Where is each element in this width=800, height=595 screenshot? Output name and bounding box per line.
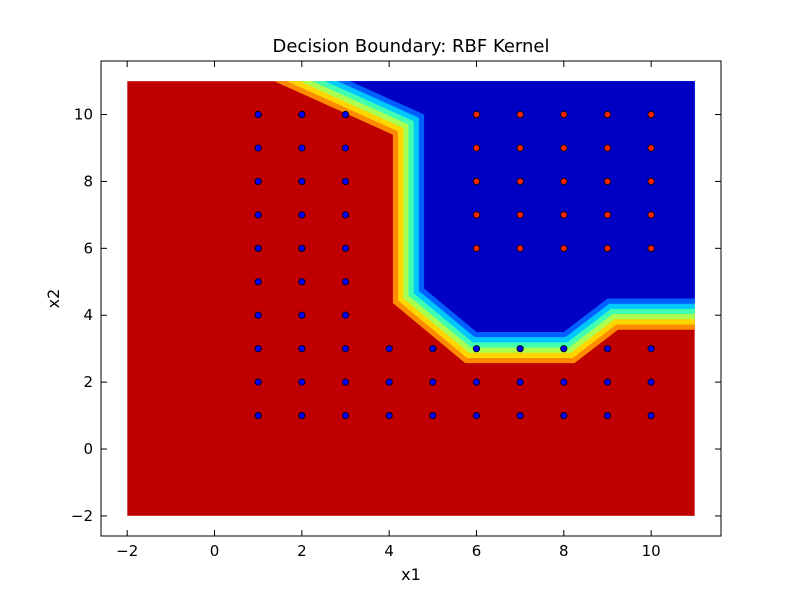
x-tick-label: 0 [210, 542, 220, 560]
data-point [298, 110, 306, 119]
data-point [647, 177, 655, 186]
data-point [341, 244, 350, 252]
x-tick-label: 6 [472, 542, 482, 560]
axis-ticks: −2 0 2 4 6 8 10 −2 0 2 4 6 8 10 [71, 61, 721, 560]
data-point [647, 244, 655, 252]
data-point [341, 211, 350, 219]
data-point [429, 411, 437, 420]
data-point [647, 345, 655, 353]
data-point [472, 144, 481, 152]
data-point [603, 211, 612, 219]
data-point [385, 411, 393, 420]
x-tick-label: 4 [384, 542, 394, 560]
data-point [298, 345, 306, 353]
data-point [341, 278, 350, 286]
data-point [298, 244, 306, 252]
x-tick-label: 8 [559, 542, 569, 560]
data-point [341, 177, 350, 186]
data-point [385, 345, 393, 353]
data-point [254, 411, 262, 420]
data-point [341, 378, 350, 386]
data-point [254, 311, 262, 319]
data-point [298, 411, 306, 420]
region-inside-class [349, 81, 695, 332]
data-point [341, 411, 350, 420]
data-point [647, 110, 655, 119]
data-point [254, 345, 262, 353]
data-point [472, 244, 481, 252]
chart-title: Decision Boundary: RBF Kernel [273, 36, 550, 57]
y-tick-label: 8 [83, 172, 93, 190]
data-point [254, 144, 262, 152]
data-point [254, 177, 262, 186]
data-point [560, 378, 568, 386]
data-point [516, 144, 524, 152]
x-axis-label: x1 [401, 565, 421, 584]
data-point [560, 244, 568, 252]
x-tick-label: 2 [297, 542, 307, 560]
y-tick-label: 6 [83, 239, 93, 257]
decision-region [127, 81, 695, 516]
data-point [603, 244, 612, 252]
y-tick-label: −2 [71, 507, 93, 525]
data-point [560, 345, 568, 353]
data-point [298, 211, 306, 219]
data-point [647, 144, 655, 152]
data-point [560, 144, 568, 152]
data-point [647, 378, 655, 386]
data-point [341, 110, 350, 119]
data-point [254, 110, 262, 119]
data-point [472, 378, 481, 386]
data-point [603, 345, 612, 353]
data-point [254, 211, 262, 219]
data-point [472, 177, 481, 186]
data-point [429, 345, 437, 353]
data-point [516, 244, 524, 252]
plot-frame [100, 60, 722, 537]
data-point [647, 211, 655, 219]
data-point [603, 378, 612, 386]
data-point [298, 278, 306, 286]
data-point [560, 110, 568, 119]
x-tick-label: −2 [116, 542, 138, 560]
data-point [603, 110, 612, 119]
y-tick-label: 0 [83, 440, 93, 458]
data-point [516, 211, 524, 219]
data-point [647, 411, 655, 420]
data-point [516, 110, 524, 119]
y-tick-label: 4 [83, 306, 93, 324]
data-point [429, 378, 437, 386]
data-point [472, 345, 481, 353]
data-point [603, 177, 612, 186]
data-point [298, 177, 306, 186]
y-tick-label: 2 [83, 373, 93, 391]
data-point [254, 278, 262, 286]
data-point [560, 177, 568, 186]
data-point [516, 378, 524, 386]
data-point [472, 211, 481, 219]
data-points [254, 110, 655, 420]
y-tick-label: 10 [74, 106, 93, 124]
data-point [298, 311, 306, 319]
data-point [472, 411, 481, 420]
data-point [341, 311, 350, 319]
x-tick-label: 10 [642, 542, 661, 560]
data-point [341, 144, 350, 152]
data-point [254, 244, 262, 252]
data-point [560, 211, 568, 219]
data-point [385, 378, 393, 386]
data-point [603, 144, 612, 152]
data-point [298, 378, 306, 386]
data-point [560, 411, 568, 420]
data-point [298, 144, 306, 152]
data-point [516, 411, 524, 420]
data-point [516, 345, 524, 353]
data-point [603, 411, 612, 420]
data-point [516, 177, 524, 186]
data-point [341, 345, 350, 353]
data-point [472, 110, 481, 119]
y-axis-label: x2 [44, 289, 63, 309]
data-point [254, 378, 262, 386]
